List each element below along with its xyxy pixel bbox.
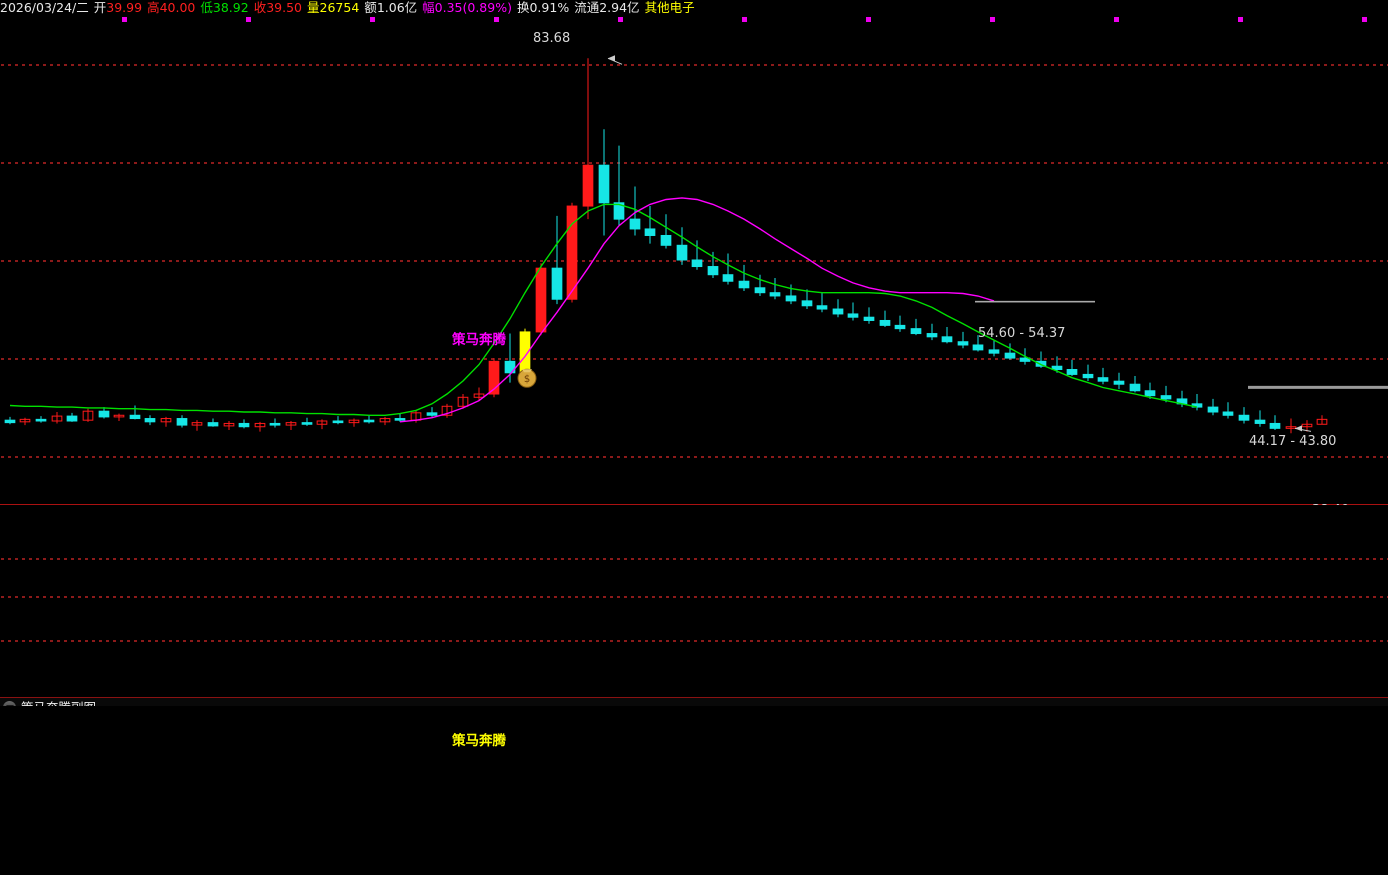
candlestick-plot[interactable]: $ — [0, 15, 1388, 505]
trend-indicator-plot[interactable] — [0, 522, 1388, 696]
quote-sector: 其他电子 — [644, 0, 695, 15]
price-marker-band-lower: 44.17 - 43.80 — [1249, 434, 1337, 449]
quote-change-value: 0.35(0.89%) — [434, 0, 512, 15]
indicator-panel[interactable] — [0, 522, 1388, 696]
quote-open-label: 开 — [93, 0, 107, 15]
money-bag-icon: $ — [517, 368, 537, 388]
quote-open-value: 39.99 — [106, 0, 143, 15]
quote-turnover-label: 换 — [516, 0, 530, 15]
quote-float-label: 流通 — [574, 0, 600, 15]
svg-text:$: $ — [524, 374, 530, 385]
signal-label-main: 策马奔腾 — [452, 332, 506, 348]
quote-header: 2026/03/24/二 开39.99 高40.00 低38.92 收39.50 量267… — [0, 0, 1388, 15]
quote-amount-value: 1.06亿 — [376, 0, 418, 15]
quote-close-value: 39.50 — [266, 0, 303, 15]
quote-volume-label: 量 — [307, 0, 320, 15]
quote-low-value: 38.92 — [212, 0, 249, 15]
price-marker-last: 38.40 — [1312, 504, 1349, 505]
quote-date: 2026/03/24/二 — [0, 0, 89, 15]
quote-float-value: 2.94亿 — [599, 0, 640, 15]
quote-turnover-value: 0.91% — [529, 0, 570, 15]
quote-change-label: 幅 — [422, 0, 435, 15]
sub-indicator-plot[interactable] — [0, 706, 1388, 875]
quote-high-value: 40.00 — [159, 0, 196, 15]
quote-low-label: 低 — [200, 0, 213, 15]
sub-panel[interactable]: 策马奔腾 — [0, 706, 1388, 875]
main-price-panel[interactable]: $ 策马奔腾 83.68 54.60 - 54.37 44.17 - 43.80… — [0, 15, 1388, 505]
quote-high-label: 高 — [147, 0, 160, 15]
quote-volume-value: 26754 — [319, 0, 360, 15]
price-marker-band-upper: 54.60 - 54.37 — [978, 326, 1066, 341]
signal-label-sub: 策马奔腾 — [452, 733, 506, 749]
quote-close-label: 收 — [253, 0, 267, 15]
quote-amount-label: 额 — [364, 0, 377, 15]
price-marker-high: 83.68 — [533, 31, 571, 46]
